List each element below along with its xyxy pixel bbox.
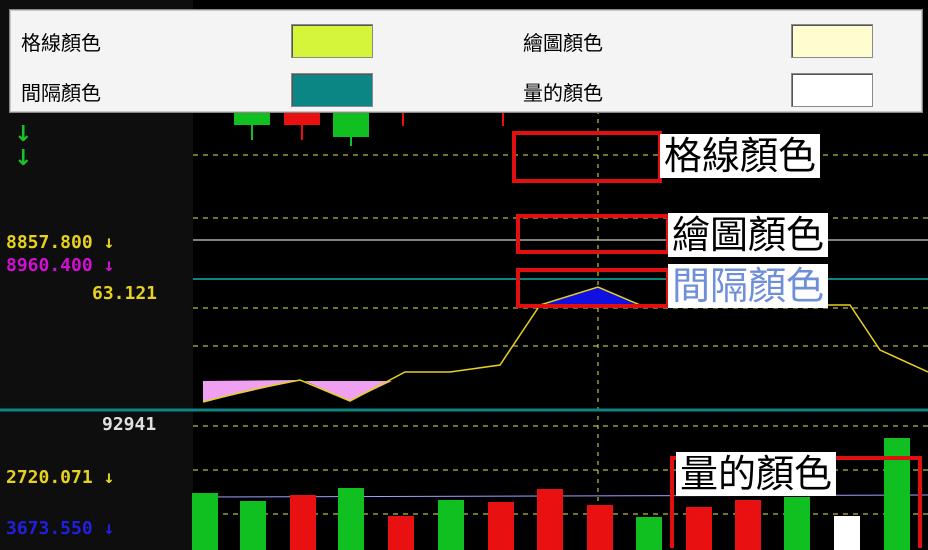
indicator-panel [202, 286, 928, 403]
indicator-line [202, 286, 928, 403]
grid-color-swatch[interactable] [291, 24, 373, 58]
volume-color-swatch[interactable] [791, 73, 873, 107]
color-settings-panel: 格線顏色 繪圖顏色 間隔顏色 量的顏色 [10, 10, 922, 112]
interval-color-swatch[interactable] [291, 73, 373, 107]
volume-color-label: 量的顏色 [523, 81, 603, 105]
volume-bar [438, 500, 464, 550]
volume-bar [834, 516, 860, 550]
axis-label-indicator: 63.121 [92, 283, 158, 304]
volume-bar [735, 500, 761, 550]
volume-bar [192, 493, 218, 550]
down-arrow-icon: ↓ [14, 146, 33, 171]
volume-bar [784, 497, 810, 550]
grid-color-label: 格線顏色 [21, 31, 101, 55]
axis-label-volume-max: 92941 [102, 414, 157, 435]
volume-bar [537, 489, 563, 550]
callout-text-plot: 繪圖顏色 [668, 213, 829, 257]
axis-label-volume-1: 2720.071 ↓ [6, 467, 115, 488]
axis-label-price-1: 8857.800 ↓ [6, 232, 115, 253]
axis-label-price-2: 8960.400 ↓ [6, 255, 115, 276]
volume-bar [240, 501, 266, 550]
down-arrow-icon: ↓ [14, 122, 33, 147]
callout-text-volume: 量的顏色 [676, 452, 837, 496]
interval-color-label: 間隔顏色 [21, 81, 101, 105]
volume-bar [686, 507, 712, 550]
indicator-fill [540, 287, 640, 306]
volume-bar [290, 495, 316, 550]
volume-bar [587, 505, 613, 550]
volume-bar [388, 516, 414, 550]
callout-box-grid [512, 131, 662, 183]
callout-box-plot [516, 214, 670, 254]
candlesticks [234, 111, 504, 146]
volume-bar [488, 502, 514, 550]
plot-color-swatch[interactable] [791, 24, 873, 58]
volume-bar [636, 517, 662, 550]
callout-text-grid: 格線顏色 [660, 134, 821, 178]
callout-box-interval [516, 268, 670, 308]
callout-text-interval: 間隔顏色 [668, 264, 829, 308]
indicator-fill [305, 381, 392, 401]
volume-bar [338, 488, 364, 550]
plot-color-label: 繪圖顏色 [523, 31, 603, 55]
axis-label-volume-2: 3673.550 ↓ [6, 518, 115, 539]
